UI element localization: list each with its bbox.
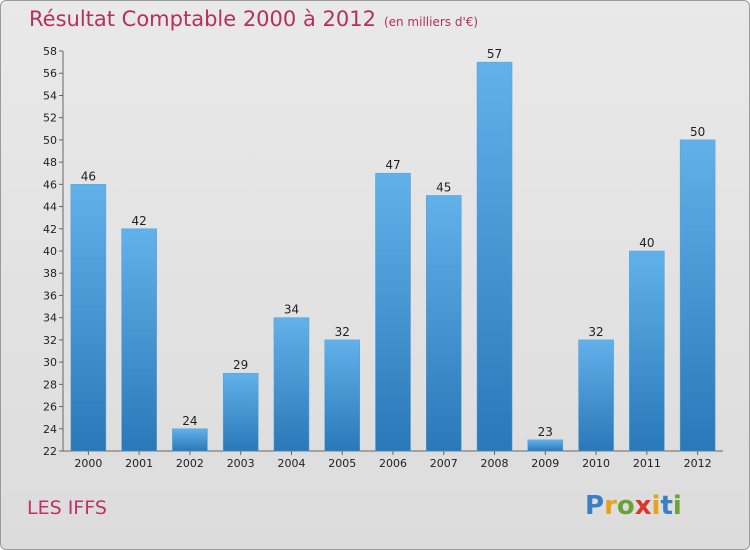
bar-2011 bbox=[629, 250, 665, 452]
commune-name: LES IFFS bbox=[27, 497, 107, 519]
x-tick-label-2011: 2011 bbox=[633, 457, 661, 470]
y-tick-label: 58 bbox=[43, 45, 57, 58]
bar-2001 bbox=[121, 228, 157, 452]
bar-2007 bbox=[426, 195, 462, 452]
x-tick-label-2008: 2008 bbox=[481, 457, 509, 470]
bar-2008 bbox=[476, 61, 513, 452]
logo-letter: i bbox=[672, 491, 682, 521]
x-tick-label-2012: 2012 bbox=[684, 457, 712, 470]
x-tick-label-2006: 2006 bbox=[379, 457, 407, 470]
value-label-2011: 40 bbox=[639, 236, 654, 250]
x-tick-label-2000: 2000 bbox=[74, 457, 102, 470]
value-label-2007: 45 bbox=[436, 180, 451, 194]
y-tick-label: 54 bbox=[43, 89, 57, 102]
y-tick-label: 46 bbox=[43, 178, 57, 191]
y-tick-label: 38 bbox=[43, 267, 57, 280]
title-main: Résultat Comptable 2000 à 2012 bbox=[29, 7, 376, 31]
y-axis: 22 24 26 28 30 32 34 36 38 40 42 44 46 48 50 52 54 56 58 bbox=[43, 45, 64, 458]
title-subtitle: (en milliers d'€) bbox=[383, 15, 479, 29]
value-label-2001: 42 bbox=[132, 214, 147, 228]
y-tick-label: 22 bbox=[43, 445, 57, 458]
x-tick-label-2004: 2004 bbox=[277, 457, 305, 470]
y-tick-label: 44 bbox=[43, 201, 57, 214]
chart-title: Résultat Comptable 2000 à 2012 (en millie… bbox=[29, 7, 478, 31]
value-label-2002: 24 bbox=[182, 414, 197, 428]
y-tick-label: 52 bbox=[43, 112, 57, 125]
logo-letter: t bbox=[660, 491, 673, 521]
proxiti-logo: Proxiti bbox=[585, 491, 682, 521]
bar-2002 bbox=[172, 428, 208, 452]
y-tick-label: 30 bbox=[43, 356, 57, 369]
value-label-2000: 46 bbox=[81, 169, 96, 183]
x-axis: 2000 2001 2002 2003 2004 2005 2006 2007 2008 2009… bbox=[63, 450, 723, 470]
y-tick-label: 48 bbox=[43, 156, 57, 169]
logo-letter: i bbox=[651, 491, 661, 521]
bar-2003 bbox=[222, 372, 259, 452]
logo-letter: r bbox=[604, 491, 617, 521]
x-tick-label-2009: 2009 bbox=[531, 457, 559, 470]
bar-2010 bbox=[578, 339, 614, 452]
y-tick-label: 26 bbox=[43, 401, 57, 414]
y-tick-label: 24 bbox=[43, 423, 57, 436]
y-tick-label: 56 bbox=[43, 67, 57, 80]
value-label-2009: 23 bbox=[538, 425, 553, 439]
x-tick-label-2001: 2001 bbox=[125, 457, 153, 470]
bar-2000 bbox=[70, 184, 107, 452]
x-tick-label-2003: 2003 bbox=[227, 457, 255, 470]
bar-2012 bbox=[679, 139, 716, 452]
y-tick-label: 28 bbox=[43, 378, 57, 391]
bar-2005 bbox=[324, 339, 360, 452]
x-tick-label-2005: 2005 bbox=[328, 457, 356, 470]
value-label-2005: 32 bbox=[335, 325, 350, 339]
value-label-2006: 47 bbox=[385, 158, 400, 172]
y-tick-label: 36 bbox=[43, 289, 57, 302]
value-label-2010: 32 bbox=[588, 325, 603, 339]
x-tick-label-2002: 2002 bbox=[176, 457, 204, 470]
logo-letter: x bbox=[634, 491, 652, 521]
y-tick-label: 42 bbox=[43, 223, 57, 236]
y-tick-label: 50 bbox=[43, 134, 57, 147]
value-label-2012: 50 bbox=[690, 125, 705, 139]
x-tick-label-2007: 2007 bbox=[430, 457, 458, 470]
x-tick-label-2010: 2010 bbox=[582, 457, 610, 470]
bar-2006 bbox=[375, 172, 411, 452]
y-tick-label: 40 bbox=[43, 245, 57, 258]
bar-2009 bbox=[527, 439, 564, 452]
bars: 46 42 24 29 34 32 47 45 57 23 32 40 50 bbox=[70, 47, 716, 452]
logo-letter: P bbox=[585, 491, 605, 521]
y-tick-label: 32 bbox=[43, 334, 57, 347]
value-label-2003: 29 bbox=[233, 358, 248, 372]
value-label-2008: 57 bbox=[487, 47, 502, 61]
bar-2004 bbox=[273, 317, 310, 452]
value-label-2004: 34 bbox=[284, 303, 299, 317]
logo-letter: o bbox=[616, 491, 635, 521]
y-tick-label: 34 bbox=[43, 312, 57, 325]
